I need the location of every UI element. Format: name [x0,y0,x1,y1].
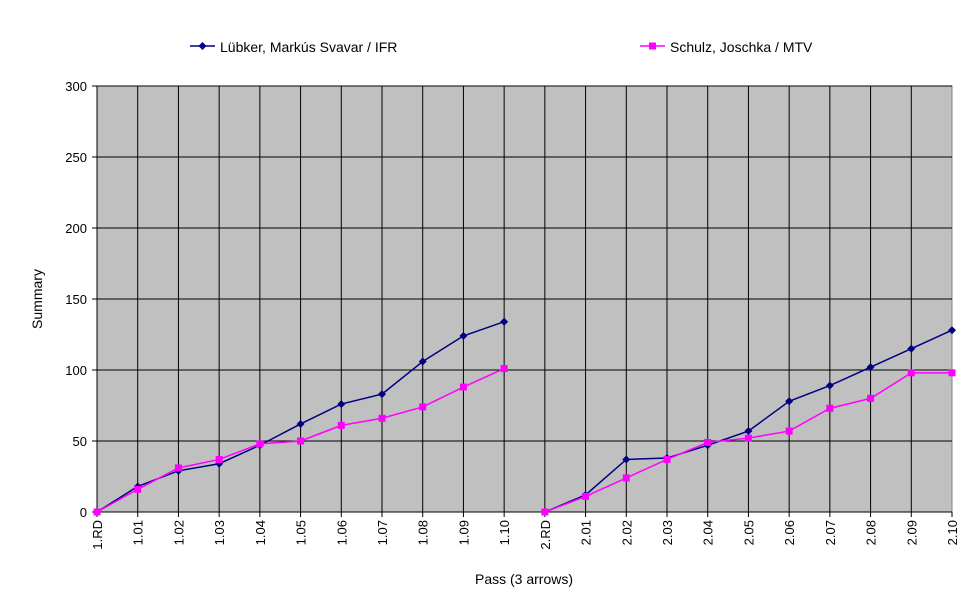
x-tick-label: 2.03 [660,520,675,545]
y-tick-label: 300 [65,79,87,94]
y-axis-title: Summary [29,269,45,329]
marker [418,357,427,366]
marker [704,438,712,446]
x-tick-label: 1.02 [171,520,186,545]
marker [744,434,752,442]
marker [948,326,956,335]
marker [907,344,916,353]
x-tick-label: 2.09 [904,520,919,545]
x-tick-label: 2.05 [741,520,756,545]
x-tick-label: 2.06 [782,520,797,545]
y-tick-label: 200 [65,221,87,236]
marker [198,42,207,50]
marker [500,365,508,373]
x-tick-label: 2.07 [823,520,838,545]
x-tick-label: 1.09 [456,520,471,545]
marker [459,383,467,391]
marker [622,455,631,464]
marker [500,317,509,326]
marker [649,42,656,50]
y-tick-label: 0 [80,505,87,520]
y-tick-label: 250 [65,150,87,165]
marker [663,455,671,463]
marker [541,508,549,516]
marker [296,419,305,428]
x-tick-label: 1.08 [416,520,431,545]
marker [622,474,630,482]
x-tick-label: 1.03 [212,520,227,545]
marker [337,400,346,409]
marker [825,381,834,390]
marker [907,369,915,377]
marker [174,464,182,472]
marker [419,403,427,411]
marker [826,404,834,412]
x-axis-title: Pass (3 arrows) [475,571,573,587]
x-tick-label: 1.07 [375,520,390,545]
marker [948,369,956,377]
x-tick-label: 2.02 [619,520,634,545]
marker [93,508,101,516]
marker [785,427,793,435]
marker [785,397,794,406]
x-tick-label: 1.10 [497,520,512,545]
x-tick-label: 2.RD [538,520,553,550]
y-tick-label: 50 [73,434,87,449]
marker [744,427,753,436]
marker [378,414,386,422]
y-tick-label: 100 [65,363,87,378]
legend-label: Lübker, Markús Svavar / IFR [220,39,397,55]
marker [459,331,468,340]
marker [134,485,142,493]
marker [337,421,345,429]
y-tick-label: 150 [65,292,87,307]
x-tick-label: 1.01 [131,520,146,545]
x-tick-label: 2.04 [701,520,716,545]
x-tick-label: 2.01 [579,520,594,545]
marker [378,390,386,399]
x-tick-label: 1.06 [334,520,349,545]
marker [297,437,305,445]
x-tick-label: 2.08 [864,520,879,545]
x-tick-label: 1.RD [90,520,105,550]
legend-label: Schulz, Joschka / MTV [670,39,813,55]
x-tick-label: 1.05 [294,520,309,545]
marker [256,440,264,448]
marker [215,455,223,463]
marker [582,492,590,500]
x-tick-label: 2.10 [945,520,960,545]
marker [866,363,875,372]
x-tick-label: 1.04 [253,520,268,545]
marker [867,394,875,402]
